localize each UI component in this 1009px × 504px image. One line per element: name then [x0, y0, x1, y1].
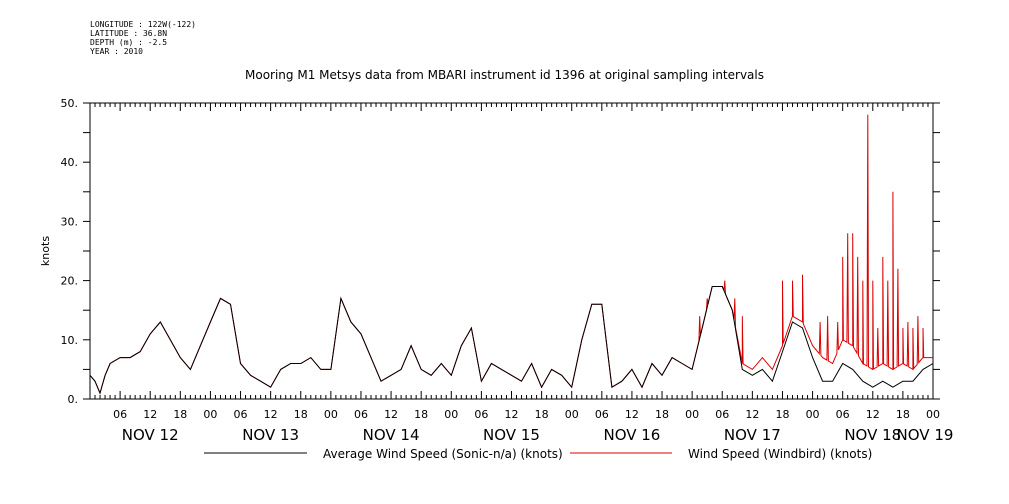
- y-tick-label: 20.: [61, 275, 79, 288]
- hour-tick-label: 00: [444, 408, 458, 421]
- day-label: NOV 17: [724, 426, 781, 444]
- hour-tick-label: 06: [595, 408, 609, 421]
- hour-tick-label: 12: [264, 408, 278, 421]
- hour-tick-label: 06: [474, 408, 488, 421]
- hour-tick-label: 12: [143, 408, 157, 421]
- hour-tick-label: 12: [505, 408, 519, 421]
- hour-tick-label: 12: [745, 408, 759, 421]
- longitude-text: LONGITUDE : 122W(-122): [90, 20, 196, 29]
- y-axis-label: knots: [39, 236, 52, 266]
- hour-tick-label: 18: [655, 408, 669, 421]
- y-tick-label: 0.: [68, 393, 79, 406]
- hour-tick-label: 00: [926, 408, 940, 421]
- day-label: NOV 12: [122, 426, 179, 444]
- depth-text: DEPTH (m) : -2.5: [90, 38, 168, 47]
- y-tick-label: 30.: [61, 215, 79, 228]
- hour-tick-label: 18: [414, 408, 428, 421]
- day-label: NOV 14: [363, 426, 420, 444]
- series-line-sonic: [89, 286, 934, 395]
- hour-tick-label: 00: [565, 408, 579, 421]
- day-label: NOV 13: [242, 426, 299, 444]
- latitude-text: LATITUDE : 36.8N: [90, 29, 168, 38]
- hour-tick-label: 06: [836, 408, 850, 421]
- plot-frame: [89, 102, 934, 400]
- hour-tick-label: 06: [234, 408, 248, 421]
- day-label: NOV 16: [603, 426, 660, 444]
- hour-tick-label: 18: [775, 408, 789, 421]
- y-tick-label: 40.: [61, 156, 79, 169]
- hour-tick-label: 06: [113, 408, 127, 421]
- year-text: YEAR : 2010: [90, 47, 143, 56]
- hour-tick-label: 00: [685, 408, 699, 421]
- hour-tick-label: 06: [715, 408, 729, 421]
- hour-tick-label: 18: [896, 408, 910, 421]
- day-label: NOV 19: [897, 426, 954, 444]
- legend-label-sonic: Average Wind Speed (Sonic-n/a) (knots): [323, 447, 563, 461]
- y-tick-label: 50.: [61, 97, 79, 110]
- hour-tick-label: 18: [535, 408, 549, 421]
- day-label: NOV 15: [483, 426, 540, 444]
- hour-tick-label: 00: [806, 408, 820, 421]
- hour-tick-label: 06: [354, 408, 368, 421]
- day-label: NOV 18: [844, 426, 901, 444]
- hour-tick-label: 00: [324, 408, 338, 421]
- hour-tick-label: 12: [625, 408, 639, 421]
- chart-title: Mooring M1 Metsys data from MBARI instru…: [245, 68, 764, 82]
- legend-label-windbird: Wind Speed (Windbird) (knots): [688, 447, 872, 461]
- series-line-windbird: [89, 114, 933, 395]
- hour-tick-label: 12: [866, 408, 880, 421]
- y-tick-label: 10.: [61, 334, 79, 347]
- hour-tick-label: 12: [384, 408, 398, 421]
- hour-tick-label: 18: [173, 408, 187, 421]
- hour-tick-label: 00: [203, 408, 217, 421]
- hour-tick-label: 18: [294, 408, 308, 421]
